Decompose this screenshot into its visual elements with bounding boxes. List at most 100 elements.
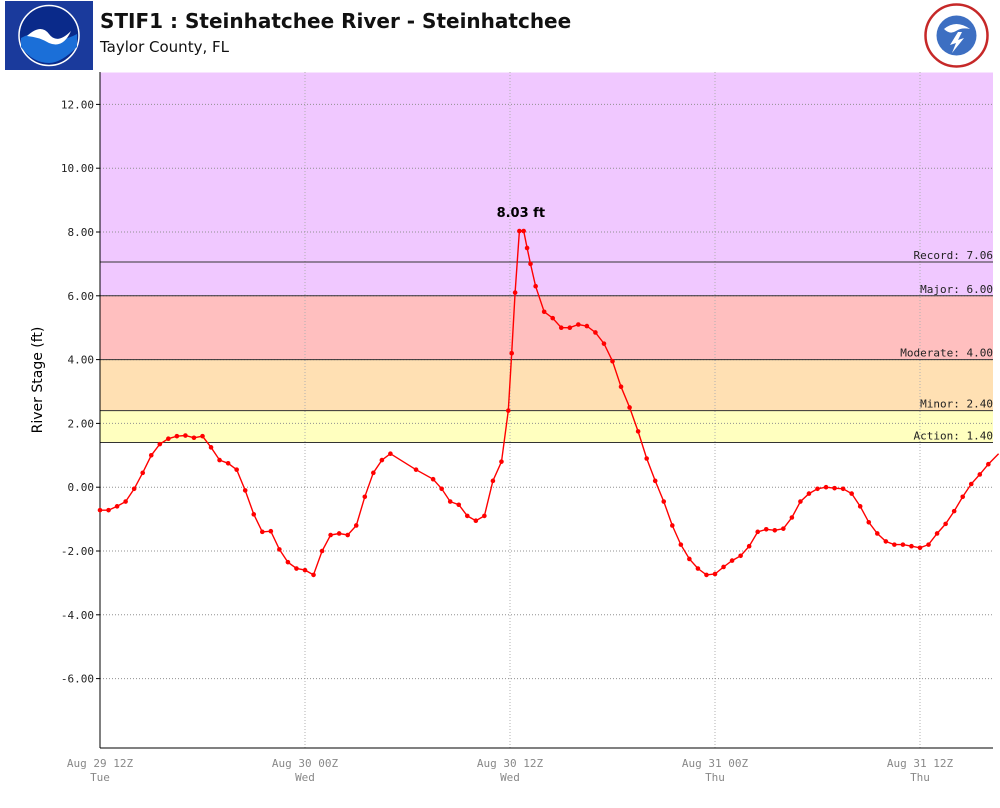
stage-data-point xyxy=(482,513,487,519)
stage-data-point xyxy=(541,309,547,315)
flood-zone-band xyxy=(100,72,993,296)
x-tick-day-label: Wed xyxy=(500,771,520,784)
stage-data-point xyxy=(379,457,385,463)
noaa-logo-icon xyxy=(5,1,93,70)
y-tick-label: 0.00 xyxy=(68,481,95,494)
stage-data-point xyxy=(345,532,351,538)
stage-data-point xyxy=(823,484,829,490)
stage-data-point xyxy=(200,433,205,439)
stage-data-point xyxy=(934,531,940,536)
page-subtitle: Taylor County, FL xyxy=(100,38,229,56)
stage-data-point xyxy=(302,567,308,573)
stage-data-point xyxy=(669,523,675,528)
stage-data-point xyxy=(528,261,533,267)
stage-data-point xyxy=(234,467,239,472)
stage-data-point xyxy=(926,542,931,547)
stage-data-point xyxy=(960,494,966,500)
stage-data-point xyxy=(353,523,359,528)
stage-data-point xyxy=(652,478,658,484)
stage-data-point xyxy=(166,436,171,442)
stage-data-point xyxy=(832,485,837,491)
stage-data-point xyxy=(798,499,803,504)
stage-data-point xyxy=(704,572,709,578)
stage-data-point xyxy=(336,531,342,536)
stage-data-point xyxy=(191,435,197,441)
stage-data-point xyxy=(106,507,111,513)
stage-data-point xyxy=(678,542,684,547)
y-tick-label: 12.00 xyxy=(61,98,94,111)
flood-zone-band xyxy=(100,359,993,411)
stage-data-point xyxy=(627,405,632,410)
stage-data-point xyxy=(217,457,222,463)
stage-data-point xyxy=(294,566,299,571)
stage-data-point xyxy=(97,507,103,513)
flood-category-label: Major: 6.00 xyxy=(920,283,993,296)
flood-category-label: Action: 1.40 xyxy=(914,430,993,443)
stage-data-point xyxy=(473,518,479,523)
stage-chart: Action: 1.40 Minor: 2.40 Moderate: 4.00 Maj… xyxy=(30,72,1000,784)
stage-data-point xyxy=(268,528,274,534)
x-tick-label: Aug 31 12Z xyxy=(887,757,954,770)
y-tick-label: -2.00 xyxy=(61,545,94,558)
stage-data-point xyxy=(311,572,316,578)
stage-data-point xyxy=(986,461,991,467)
stage-data-point xyxy=(874,531,880,536)
stage-data-point xyxy=(413,467,419,472)
stage-data-point xyxy=(517,228,522,234)
stage-data-point xyxy=(943,521,948,527)
stage-data-point xyxy=(277,547,282,552)
stage-data-point xyxy=(687,556,692,562)
stage-data-point xyxy=(849,491,854,496)
y-axis-title: River Stage (ft) xyxy=(30,327,46,434)
stage-data-point xyxy=(763,527,769,532)
stage-data-point xyxy=(755,529,761,535)
y-tick-label: -4.00 xyxy=(61,609,94,622)
stage-data-point xyxy=(644,456,649,461)
stage-data-point xyxy=(909,543,914,549)
x-tick-day-label: Thu xyxy=(910,771,930,784)
stage-data-point xyxy=(157,441,163,447)
stage-data-point xyxy=(772,527,778,533)
stage-data-point xyxy=(840,486,846,492)
stage-data-point xyxy=(789,515,795,520)
stage-data-point xyxy=(661,499,667,504)
stage-data-point xyxy=(712,571,718,577)
stage-data-point xyxy=(558,325,564,330)
stage-data-point xyxy=(806,491,812,496)
x-tick-label: Aug 29 12Z xyxy=(67,757,134,770)
stage-data-point xyxy=(584,323,590,329)
stage-data-point xyxy=(512,290,518,295)
stage-data-point xyxy=(174,433,180,439)
stage-data-point xyxy=(567,325,573,330)
flood-category-label: Moderate: 4.00 xyxy=(900,347,993,360)
stage-data-point xyxy=(319,548,325,554)
stage-data-point xyxy=(464,513,470,519)
stage-data-point xyxy=(601,341,607,346)
stage-data-point xyxy=(977,472,983,477)
stage-data-point xyxy=(388,451,393,457)
stage-data-point xyxy=(439,486,444,492)
stage-data-point xyxy=(259,529,265,535)
x-tick-day-label: Tue xyxy=(90,771,110,784)
stage-data-point xyxy=(490,478,496,484)
stage-data-point xyxy=(183,433,188,438)
stage-data-point xyxy=(610,358,615,364)
x-tick-label: Aug 31 00Z xyxy=(682,757,749,770)
stage-data-point xyxy=(576,322,581,327)
stage-data-point xyxy=(738,553,743,559)
stage-data-point xyxy=(883,539,889,544)
stage-data-point xyxy=(447,499,453,504)
stage-data-point xyxy=(635,429,641,434)
x-tick-day-label: Thu xyxy=(705,771,725,784)
stage-data-point xyxy=(892,542,897,547)
stage-data-point xyxy=(328,532,333,538)
y-tick-label: 10.00 xyxy=(61,162,94,175)
stage-data-point xyxy=(815,486,820,492)
stage-data-point xyxy=(951,508,957,514)
flood-zone-band xyxy=(100,410,993,443)
stage-data-point xyxy=(251,512,257,517)
stage-data-point xyxy=(123,499,128,504)
stage-data-point xyxy=(371,470,376,476)
stage-data-point xyxy=(533,283,538,289)
